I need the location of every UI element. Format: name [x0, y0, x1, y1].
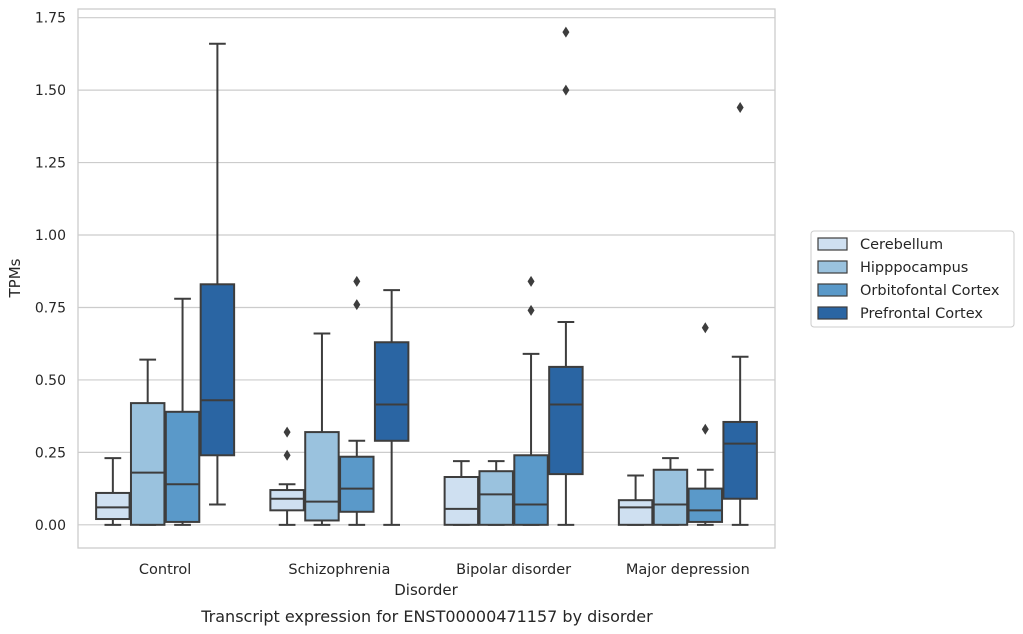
y-tick-label: 1.00 [35, 228, 66, 244]
outlier-marker [701, 423, 709, 435]
outlier-marker [736, 102, 744, 114]
y-axis-title: TPMs [6, 258, 24, 298]
iqr-box [129, 402, 166, 526]
box-1-1 [304, 332, 340, 526]
iqr-box [513, 454, 549, 526]
iqr-box [95, 491, 131, 521]
box-1-3 [652, 457, 689, 526]
iqr-box [304, 431, 340, 522]
legend-swatch [817, 306, 848, 320]
x-tick-label: Schizophrenia [288, 562, 390, 578]
iqr-box [199, 283, 236, 457]
box-2-1 [339, 275, 375, 526]
box-0-1 [269, 426, 305, 526]
box-0-3 [617, 474, 654, 526]
outlier-marker [353, 275, 361, 287]
iqr-box [722, 420, 758, 500]
outlier-marker [353, 299, 361, 311]
iqr-box [443, 476, 480, 526]
x-axis-title: Disorder [394, 581, 458, 599]
iqr-box [548, 365, 584, 476]
legend-label: Cerebellum [860, 237, 943, 253]
legend-label: Orbitofontal Cortex [860, 283, 1000, 299]
iqr-box [617, 499, 654, 526]
x-tick-label: Bipolar disorder [456, 562, 571, 578]
outlier-marker [527, 304, 535, 316]
outlier-marker [283, 449, 291, 461]
legend-label: Hipppocampus [860, 260, 968, 276]
box-0-2 [443, 460, 480, 526]
box-3-2 [548, 26, 584, 526]
boxes [95, 26, 758, 526]
outlier-marker [701, 322, 709, 334]
y-tick-label: 0.75 [35, 300, 66, 316]
iqr-box [478, 470, 514, 526]
legend-swatch [817, 283, 848, 297]
iqr-box [687, 487, 724, 523]
box-1-0 [129, 358, 166, 526]
y-tick-label: 1.50 [35, 83, 66, 99]
legend-swatch [817, 260, 848, 274]
outlier-marker [562, 26, 570, 38]
box-0-0 [95, 457, 131, 526]
iqr-box [269, 489, 305, 512]
box-2-3 [687, 322, 724, 526]
iqr-box [339, 455, 375, 513]
box-3-1 [373, 289, 410, 526]
box-2-0 [164, 297, 201, 526]
x-tick-labels: Control Schizophrenia Bipolar disorder Majo… [139, 562, 750, 578]
box-1-2 [478, 460, 514, 526]
x-tick-label: Control [139, 562, 191, 578]
box-3-3 [722, 102, 758, 526]
y-tick-label: 0.00 [35, 518, 66, 534]
y-tick-labels: 0.00 0.25 0.50 0.75 1.00 1.25 1.50 1.75 [35, 11, 66, 534]
chart-caption: Transcript expression for ENST0000047115… [200, 607, 653, 626]
iqr-box [652, 468, 689, 526]
x-tick-label: Major depression [626, 562, 750, 578]
legend: Cerebellum Hipppocampus Orbitofontal Corte… [810, 230, 1015, 328]
outlier-marker [527, 275, 535, 287]
iqr-box [373, 341, 410, 442]
legend-swatch [817, 237, 848, 251]
legend-label: Prefrontal Cortex [860, 306, 983, 322]
box-2-2 [513, 275, 549, 526]
plot-frame [77, 8, 776, 549]
y-tick-label: 0.25 [35, 445, 66, 461]
legend-frame [810, 230, 1015, 328]
y-tick-label: 1.75 [35, 11, 66, 27]
y-tick-label: 1.25 [35, 156, 66, 172]
outlier-marker [562, 84, 570, 96]
outlier-marker [283, 426, 291, 438]
y-tick-label: 0.50 [35, 373, 66, 389]
iqr-box [164, 410, 201, 523]
box-3-0 [199, 42, 236, 506]
